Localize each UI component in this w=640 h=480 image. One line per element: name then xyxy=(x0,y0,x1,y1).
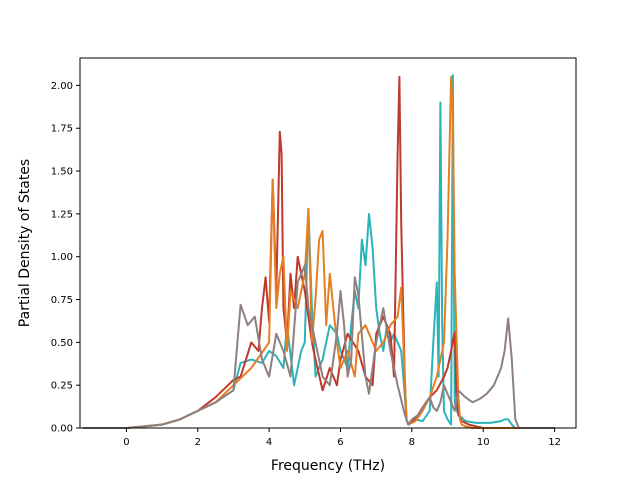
x-tick-label: 2 xyxy=(195,437,201,448)
y-axis: 0.00 0.25 0.50 0.75 1.00 1.25 1.50 1.75 2.00 xyxy=(51,81,80,435)
x-tick-label: 12 xyxy=(548,437,561,448)
y-tick-label: 1.25 xyxy=(51,209,73,220)
y-tick-label: 0.75 xyxy=(51,295,73,306)
y-tick-label: 1.75 xyxy=(51,124,73,135)
series-layer xyxy=(82,74,556,429)
series-line-3 xyxy=(82,75,556,429)
y-tick-label: 0.00 xyxy=(51,424,73,435)
y-tick-label: 1.50 xyxy=(51,167,73,178)
x-tick-label: 8 xyxy=(409,437,415,448)
x-tick-label: 10 xyxy=(477,437,490,448)
x-tick-label: 4 xyxy=(266,437,272,448)
series-line-4 xyxy=(82,264,556,429)
series-line-2 xyxy=(82,75,556,429)
plot-frame xyxy=(79,57,577,429)
x-tick-label: 0 xyxy=(123,437,129,448)
x-tick-label: 6 xyxy=(337,437,343,448)
y-tick-label: 1.00 xyxy=(51,252,73,263)
y-axis-label: Partial Density of States xyxy=(17,159,33,327)
plot-area-background xyxy=(80,58,576,428)
x-axis-label: Frequency (THz) xyxy=(271,458,385,474)
y-tick-label: 0.25 xyxy=(51,381,73,392)
y-tick-label: 2.00 xyxy=(51,81,73,92)
y-tick-label: 0.50 xyxy=(51,338,73,349)
x-axis: 0 2 4 6 8 10 12 xyxy=(123,428,561,448)
